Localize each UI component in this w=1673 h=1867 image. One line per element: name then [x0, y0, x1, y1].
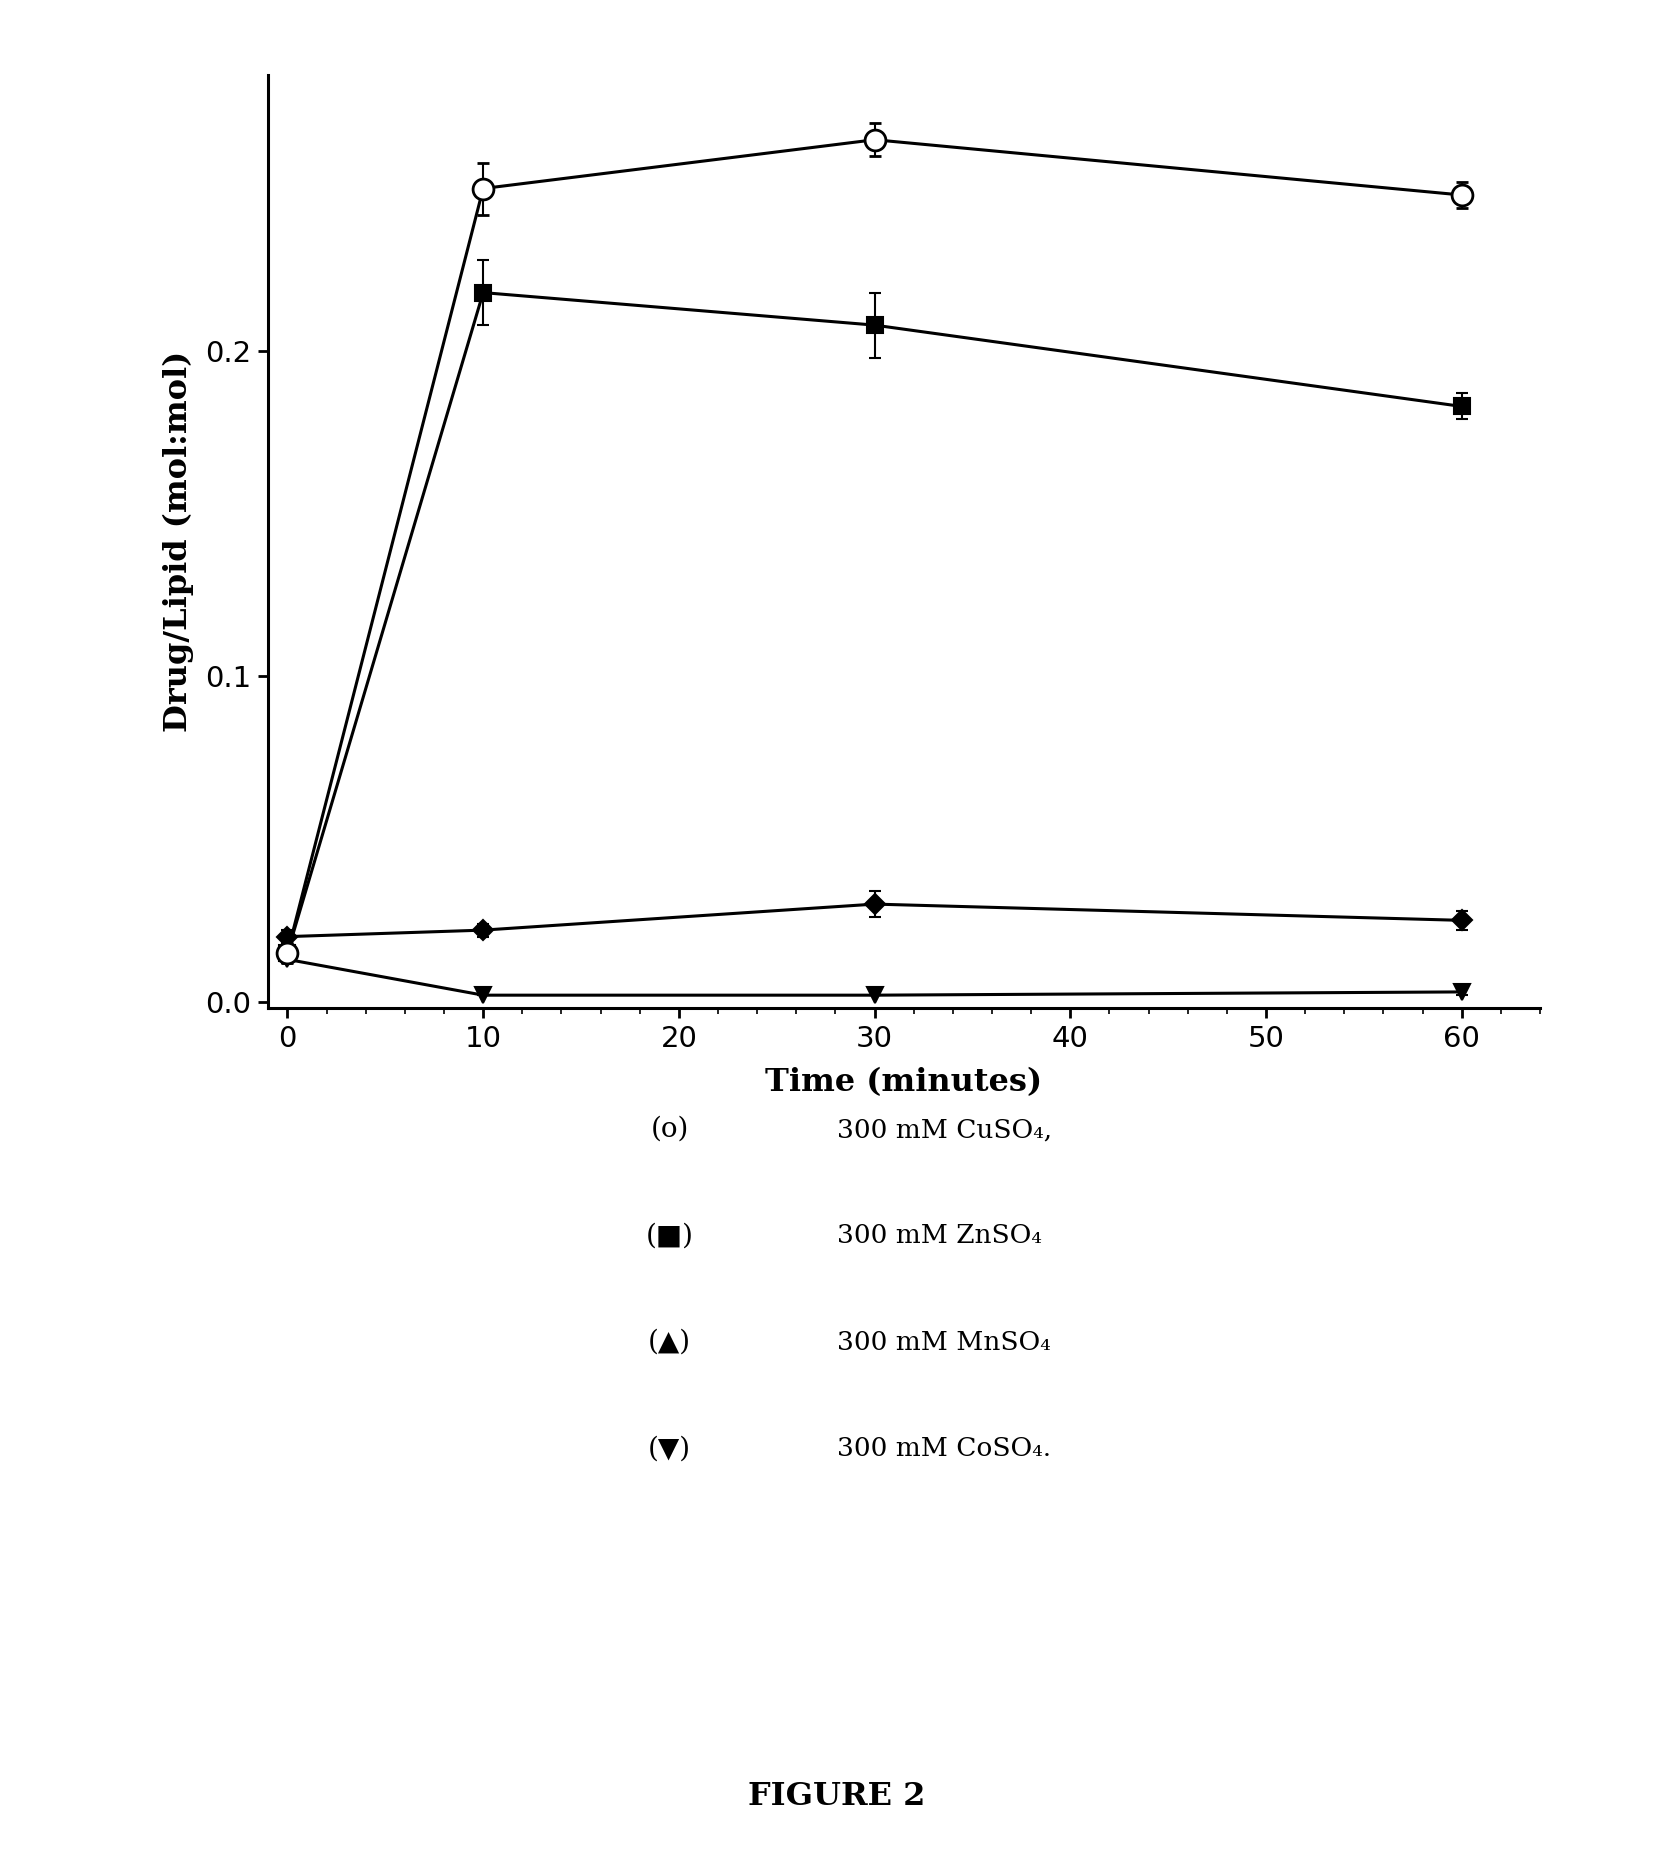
Text: 300 mM ZnSO₄: 300 mM ZnSO₄: [836, 1223, 1041, 1249]
Text: 300 mM CuSO₄,: 300 mM CuSO₄,: [836, 1116, 1052, 1143]
Text: 300 mM MnSO₄: 300 mM MnSO₄: [836, 1329, 1051, 1355]
Text: 300 mM CoSO₄.: 300 mM CoSO₄.: [836, 1436, 1051, 1462]
Text: (o): (o): [651, 1116, 688, 1143]
Text: (▲): (▲): [647, 1329, 691, 1355]
Text: (■): (■): [646, 1223, 693, 1249]
Text: (▼): (▼): [647, 1436, 691, 1462]
X-axis label: Time (minutes): Time (minutes): [765, 1066, 1042, 1098]
Y-axis label: Drug/Lipid (mol:mol): Drug/Lipid (mol:mol): [162, 351, 194, 732]
Text: FIGURE 2: FIGURE 2: [748, 1781, 925, 1811]
